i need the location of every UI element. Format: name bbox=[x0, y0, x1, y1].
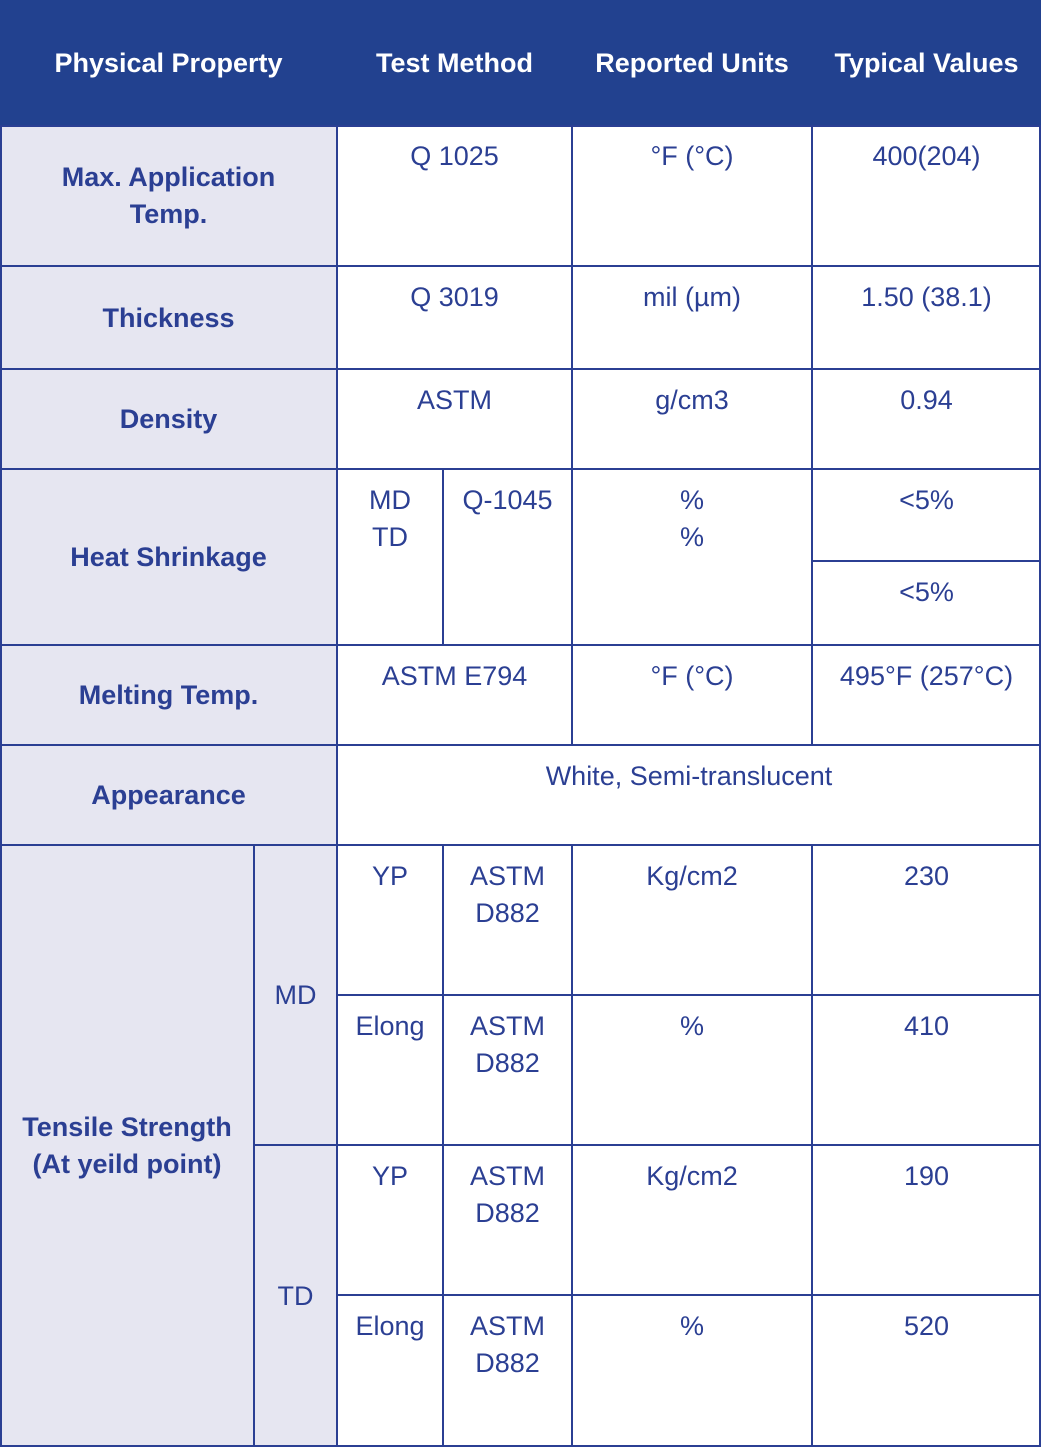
grid-line bbox=[0, 265, 1041, 267]
table-header bbox=[0, 0, 1041, 126]
grid-line bbox=[442, 469, 444, 646]
grid-line bbox=[253, 846, 255, 1447]
grid-line bbox=[811, 126, 813, 746]
units-cell: % bbox=[679, 1311, 704, 1341]
test-method-cell: Q 3019 bbox=[410, 282, 499, 312]
grid-line bbox=[812, 560, 1041, 562]
grid-line bbox=[0, 1445, 1041, 1447]
grid-line bbox=[0, 468, 1041, 470]
test-method-cell: ASTM D882 bbox=[443, 1146, 572, 1295]
method-line: ASTM bbox=[469, 861, 545, 891]
property-density: Density bbox=[119, 404, 218, 434]
grid-line bbox=[1039, 126, 1041, 1447]
test-method-cell: ASTM D882 bbox=[443, 1296, 572, 1445]
property-label-line: (At yeild point) bbox=[32, 1149, 222, 1179]
header-test-method: Test Method bbox=[376, 48, 533, 78]
grid-line bbox=[811, 846, 813, 1447]
grid-line bbox=[0, 125, 1041, 127]
direction-td: TD bbox=[372, 522, 408, 552]
grid-line bbox=[0, 644, 1041, 646]
test-method-cell: ASTM D882 bbox=[443, 846, 572, 995]
test-method-cell: Q-1045 bbox=[462, 485, 553, 515]
units-cell: % bbox=[679, 1011, 704, 1041]
units-cell: °F (°C) bbox=[650, 141, 734, 171]
property-label-line: Temp. bbox=[129, 199, 208, 229]
test-method-cell: Q 1025 bbox=[410, 141, 499, 171]
method-line: D882 bbox=[475, 898, 540, 928]
grid-line bbox=[0, 744, 1041, 746]
grid-line bbox=[337, 994, 1041, 996]
tensile-sub-label: YP bbox=[371, 861, 409, 891]
property-label-line: Tensile Strength bbox=[22, 1112, 232, 1142]
grid-line bbox=[336, 126, 338, 1447]
value-cell-md: <5% bbox=[899, 485, 954, 515]
units-cell: °F (°C) bbox=[650, 661, 734, 691]
grid-line bbox=[571, 126, 573, 746]
direction-cell: MD TD bbox=[337, 470, 443, 645]
method-line: ASTM bbox=[469, 1311, 545, 1341]
grid-line bbox=[337, 1294, 1041, 1296]
property-melting-temp: Melting Temp. bbox=[78, 680, 259, 710]
method-line: D882 bbox=[475, 1348, 540, 1378]
value-cell: 495°F (257°C) bbox=[839, 661, 1014, 691]
direction-md: MD bbox=[369, 485, 411, 515]
units-cell: mil (µm) bbox=[642, 282, 742, 312]
grid-line bbox=[0, 368, 1041, 370]
tensile-sub-label: YP bbox=[371, 1161, 409, 1191]
grid-line bbox=[442, 846, 444, 1447]
tensile-sub-label: Elong bbox=[355, 1011, 425, 1041]
header-reported-units: Reported Units bbox=[595, 48, 789, 78]
header-physical-property: Physical Property bbox=[54, 48, 283, 78]
grid-line bbox=[254, 1144, 1041, 1146]
value-cell: 1.50 (38.1) bbox=[861, 282, 992, 312]
value-cell: 410 bbox=[903, 1011, 950, 1041]
value-cell: 520 bbox=[903, 1311, 950, 1341]
property-label-line: Max. Application bbox=[61, 162, 276, 192]
units-cell: Kg/cm2 bbox=[646, 1161, 738, 1191]
tensile-direction-md: MD bbox=[274, 980, 317, 1010]
units-cell: % % bbox=[572, 470, 812, 645]
tensile-property-shade bbox=[0, 846, 337, 1447]
method-line: ASTM bbox=[469, 1011, 545, 1041]
units-td: % bbox=[679, 522, 704, 552]
method-line: D882 bbox=[475, 1198, 540, 1228]
value-cell: 0.94 bbox=[900, 385, 953, 415]
property-column-shade bbox=[0, 126, 337, 846]
grid-line bbox=[571, 846, 573, 1447]
value-cell: 190 bbox=[903, 1161, 950, 1191]
value-cell: 400(204) bbox=[872, 141, 981, 171]
units-cell: g/cm3 bbox=[655, 385, 729, 415]
tensile-direction-td: TD bbox=[277, 1280, 314, 1311]
units-md: % bbox=[679, 485, 704, 515]
method-line: D882 bbox=[475, 1048, 540, 1078]
grid-line bbox=[0, 126, 2, 1447]
property-appearance: Appearance bbox=[91, 780, 246, 810]
value-cell-td: <5% bbox=[899, 577, 954, 607]
value-cell: 230 bbox=[903, 861, 950, 891]
test-method-cell: ASTM D882 bbox=[443, 996, 572, 1145]
test-method-cell: ASTM E794 bbox=[381, 661, 528, 691]
property-thickness: Thickness bbox=[102, 302, 235, 333]
property-tensile-strength: Tensile Strength (At yeild point) bbox=[0, 846, 254, 1446]
property-heat-shrinkage: Heat Shrinkage bbox=[70, 542, 267, 572]
tensile-sub-label: Elong bbox=[355, 1311, 425, 1341]
test-method-cell: ASTM bbox=[416, 385, 492, 415]
units-cell: Kg/cm2 bbox=[646, 861, 738, 891]
header-typical-values: Typical Values bbox=[834, 48, 1019, 78]
appearance-value-cell: White, Semi-translucent bbox=[545, 761, 833, 791]
method-line: ASTM bbox=[469, 1161, 545, 1191]
grid-line bbox=[0, 844, 1041, 846]
property-max-application-temp: Max. Application Temp. bbox=[0, 126, 337, 266]
